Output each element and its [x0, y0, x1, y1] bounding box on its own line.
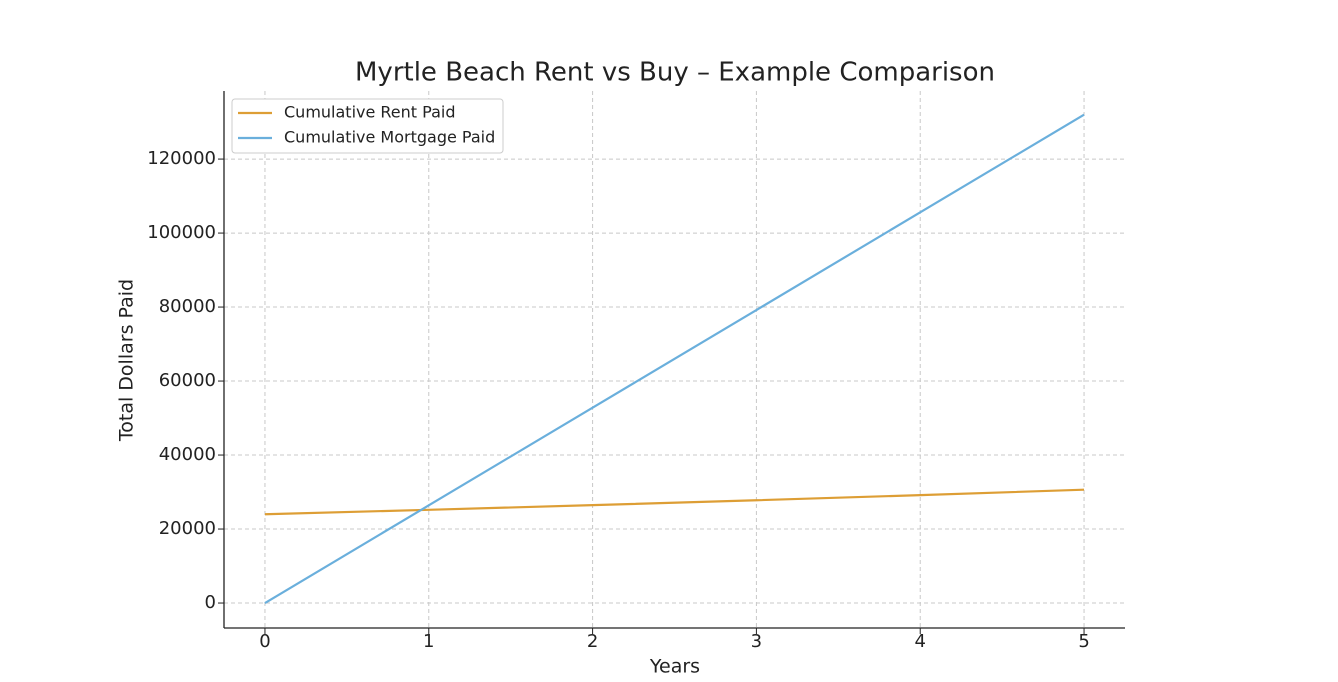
x-tick-label: 0 [259, 631, 270, 652]
y-tick-label: 80000 [159, 296, 216, 317]
x-tick-label: 4 [915, 631, 926, 652]
line [264, 113, 1085, 604]
x-tick-label: 3 [751, 631, 762, 652]
x-axis-label: Years [649, 656, 700, 678]
y-axis-label: Total Dollars Paid [116, 279, 138, 442]
legend-label: Cumulative Mortgage Paid [284, 128, 495, 147]
chart-title: Myrtle Beach Rent vs Buy – Example Compa… [355, 58, 995, 88]
y-tick-label: 0 [205, 592, 216, 613]
x-tick-label: 5 [1078, 631, 1089, 652]
legend-box [231, 98, 504, 154]
y-tick-label: 20000 [159, 518, 216, 539]
y-tick-label: 40000 [159, 444, 216, 465]
y-tick-label: 60000 [159, 370, 216, 391]
x-tick-label: 1 [423, 631, 434, 652]
y-tick-label: 100000 [147, 222, 216, 243]
x-tick-label: 2 [587, 631, 598, 652]
y-tick-label: 120000 [147, 148, 216, 169]
line [264, 488, 1085, 516]
legend-label: Cumulative Rent Paid [284, 103, 455, 122]
